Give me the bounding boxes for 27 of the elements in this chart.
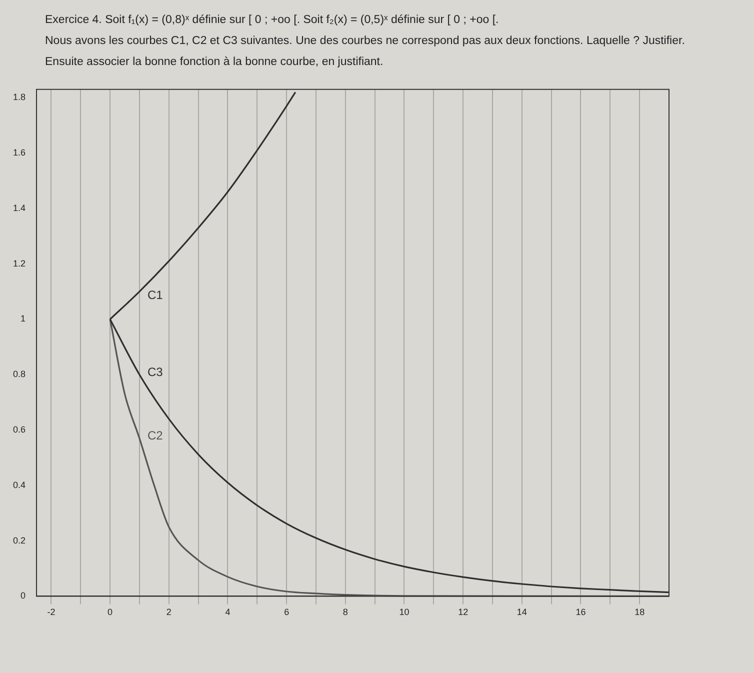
y-tick-label: 1.2 [12, 258, 26, 268]
y-tick-label: 1 [20, 314, 26, 324]
x-tick-label: 16 [576, 607, 586, 618]
x-tick-label: 10 [399, 607, 410, 618]
series-label: C3 [147, 364, 164, 379]
x-tick-label: 0 [108, 607, 113, 618]
x-tick-label: 2 [166, 607, 172, 618]
x-tick-label: 4 [225, 607, 230, 618]
chart-title: Exercice 4. Soit f₁(x) = (0,8)ˣ définie sur [ 0 ; +oo [. Soit f₂(x) = (0,5)ˣ définie sur [ 0 ; +oo [. [45, 14, 500, 26]
text: Ensuite associer la bonne fonction à la bonne courbe, en justifiant. [45, 56, 384, 68]
y-tick-label: 0.8 [12, 369, 26, 380]
y-tick-label: 1.8 [12, 92, 26, 102]
x-tick-label: 14 [516, 607, 527, 618]
x-tick-label: 6 [284, 607, 290, 618]
y-tick-label: 0.2 [12, 535, 26, 546]
y-tick-label: 1.6 [12, 148, 26, 158]
series-label: C1 [147, 288, 164, 302]
y-tick-label: 0 [20, 590, 26, 601]
y-tick-label: 0.4 [12, 480, 26, 490]
series-label: C2 [147, 428, 164, 443]
x-tick-label: 18 [634, 607, 645, 618]
y-tick-label: 1.4 [12, 202, 26, 213]
x-tick-label: 8 [342, 607, 348, 618]
y-tick-label: 0.6 [12, 424, 26, 435]
x-tick-label: -2 [47, 607, 56, 618]
text: Nous avons les courbes C1, C2 et C3 suivantes. Une des courbes ne correspond pas aux deux fonctions. Laquelle ? Justifier. [45, 35, 686, 47]
x-tick-label: 12 [458, 607, 468, 618]
